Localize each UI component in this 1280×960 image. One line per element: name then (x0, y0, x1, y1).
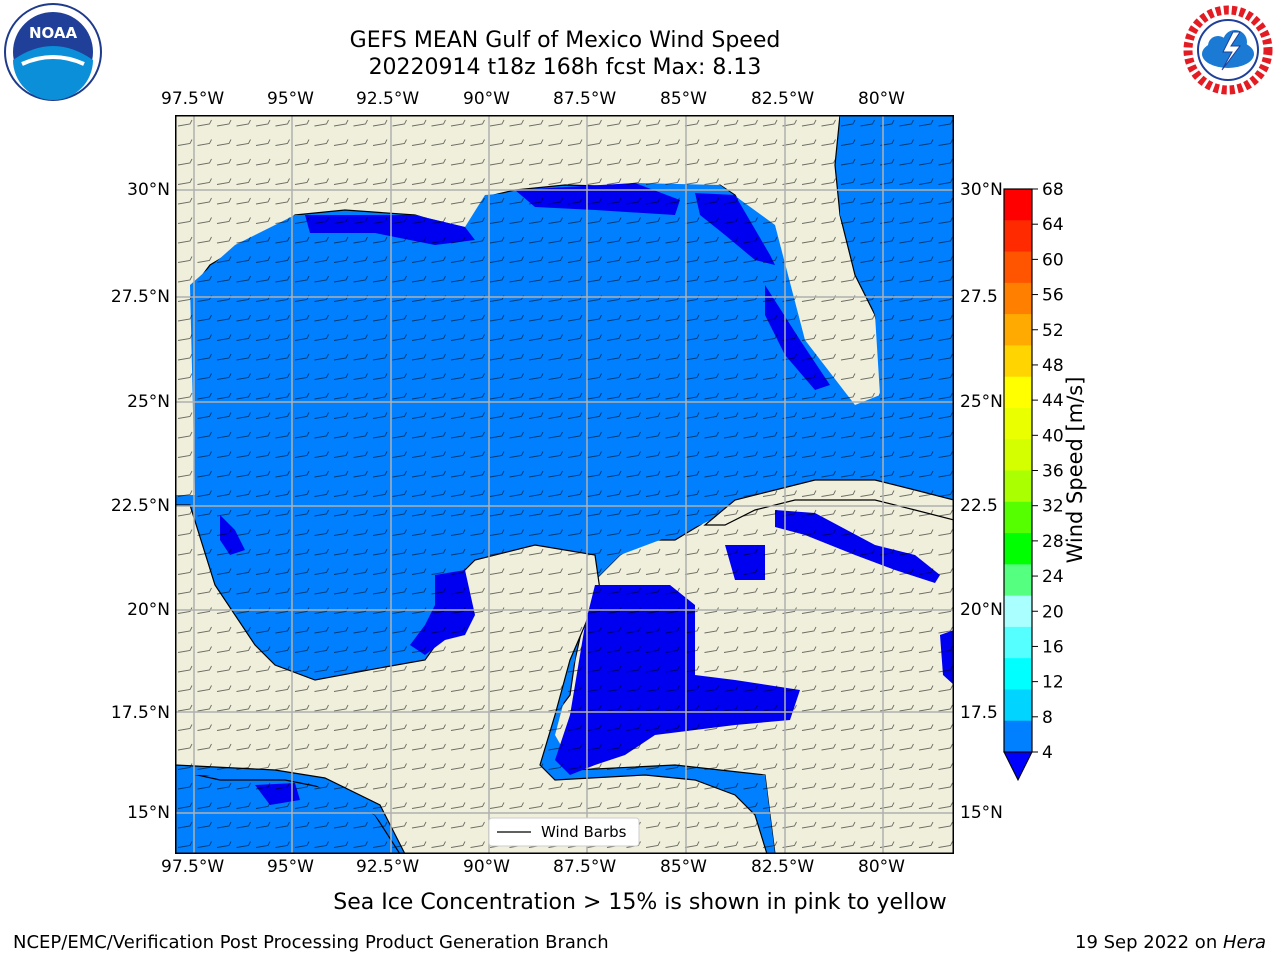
colorbar-cell (1004, 376, 1032, 409)
colorbar-tick-label: 60 (1042, 250, 1064, 270)
footer-date-text: 19 Sep 2022 on (1075, 932, 1223, 953)
colorbar-cell (1004, 407, 1032, 440)
map-subtitle: 20220914 t18z 168h fcst Max: 8.13 (368, 55, 762, 80)
lon-label-bottom-6: 85°W (660, 857, 707, 877)
lat-label-left-1: 30°N (127, 180, 170, 200)
colorbar-label: Wind Speed [m/s] (1063, 376, 1087, 564)
colorbar-cell (1004, 439, 1032, 471)
colorbar-cell (1004, 470, 1032, 503)
lon-label-bottom-1: 97.5°W (161, 857, 225, 877)
lat-label-right-3: 25°N (960, 392, 1003, 412)
noaa-logo: NOAA (2, 2, 104, 102)
colorbar-cell (1004, 564, 1032, 597)
lat-label-left-7: 15°N (127, 803, 170, 823)
lat-label-right-1: 30°N (960, 180, 1003, 200)
lon-label-bottom-4: 90°W (463, 857, 510, 877)
colorbar-tick-label: 40 (1042, 426, 1064, 446)
lon-label-top-5: 87.5°W (553, 89, 617, 109)
colorbar-tick-label: 16 (1042, 637, 1064, 657)
colorbar-tick-label: 24 (1042, 567, 1064, 587)
lon-label-bottom-5: 87.5°W (553, 857, 617, 877)
footer-host: Hera (1222, 932, 1266, 953)
noaa-logo-icon: NOAA (4, 3, 102, 101)
lat-label-left-3: 25°N (127, 392, 170, 412)
map-gridlines (175, 115, 954, 854)
lat-label-left-4: 22.5°N (110, 496, 170, 516)
lon-label-top-4: 90°W (463, 89, 510, 109)
nws-logo (1178, 2, 1278, 98)
colorbar-tick-label: 32 (1042, 497, 1064, 517)
colorbar-tick-label: 4 (1042, 743, 1053, 763)
colorbar-under-triangle (1003, 751, 1033, 782)
colorbar-tick-label: 28 (1042, 532, 1064, 552)
colorbar-ticks: 68 64 60 56 52 48 44 40 36 32 28 24 20 16 12 8 4 (1032, 180, 1064, 763)
colorbar-cell (1004, 251, 1032, 284)
lon-label-bottom-2: 95°W (267, 857, 314, 877)
lat-label-left-6: 17.5°N (110, 703, 170, 723)
lon-label-top-2: 95°W (267, 89, 314, 109)
lon-label-top-8: 80°W (858, 89, 905, 109)
lat-label-left-2: 27.5°N (110, 287, 170, 307)
colorbar-tick-label: 52 (1042, 321, 1064, 341)
colorbar-tick-label: 36 (1042, 462, 1064, 482)
lon-label-bottom-7: 82.5°W (751, 857, 815, 877)
ocean-area (175, 115, 954, 854)
colorbar-tick-label: 44 (1042, 391, 1064, 411)
colorbar-cell (1004, 720, 1032, 753)
colorbar-cell (1004, 626, 1032, 659)
nws-logo-icon (1182, 4, 1274, 96)
colorbar-cells (1004, 189, 1032, 753)
footer-date: 19 Sep 2022 on Hera (1075, 932, 1266, 953)
lon-label-top-7: 82.5°W (751, 89, 815, 109)
colorbar-tick-label: 48 (1042, 356, 1064, 376)
colorbar-cell (1004, 501, 1032, 534)
colorbar-cell (1004, 595, 1032, 628)
colorbar-cell (1004, 658, 1032, 690)
legend-wind-barbs-label: Wind Barbs (541, 823, 627, 841)
noaa-logo-text: NOAA (29, 24, 78, 42)
colorbar-cell (1004, 689, 1032, 722)
gulf-map: Wind Barbs (175, 115, 954, 854)
lon-label-top-1: 97.5°W (161, 89, 225, 109)
colorbar-cell (1004, 282, 1032, 315)
colorbar-tick-label: 12 (1042, 673, 1064, 693)
lat-label-right-7: 15°N (960, 803, 1003, 823)
lon-label-bottom-8: 80°W (858, 857, 905, 877)
lon-label-bottom-3: 92.5°W (356, 857, 420, 877)
colorbar-cell (1004, 189, 1032, 221)
colorbar: 68 64 60 56 52 48 44 40 36 32 28 24 20 16 12 8 4 (1003, 180, 1064, 782)
map-legend: Wind Barbs (488, 817, 640, 847)
footer-branch: NCEP/EMC/Verification Post Processing Pr… (13, 932, 609, 953)
lat-label-right-5: 20°N (960, 600, 1003, 620)
lat-label-right-2: 27.5 (960, 287, 998, 307)
colorbar-cell (1004, 533, 1032, 565)
colorbar-tick-label: 68 (1042, 180, 1064, 200)
lon-label-top-3: 92.5°W (356, 89, 420, 109)
colorbar-tick-label: 20 (1042, 602, 1064, 622)
colorbar-cell (1004, 220, 1032, 253)
lon-label-top-6: 85°W (660, 89, 707, 109)
lat-label-left-5: 20°N (127, 600, 170, 620)
colorbar-tick-label: 56 (1042, 286, 1064, 306)
lat-label-right-6: 17.5 (960, 703, 998, 723)
map-title: GEFS MEAN Gulf of Mexico Wind Speed (349, 28, 781, 53)
colorbar-tick-label: 64 (1042, 215, 1064, 235)
colorbar-tick-label: 8 (1042, 708, 1053, 728)
lat-label-right-4: 22.5 (960, 496, 998, 516)
colorbar-cell (1004, 345, 1032, 378)
sea-ice-note: Sea Ice Concentration > 15% is shown in … (333, 890, 947, 915)
colorbar-cell (1004, 314, 1032, 346)
